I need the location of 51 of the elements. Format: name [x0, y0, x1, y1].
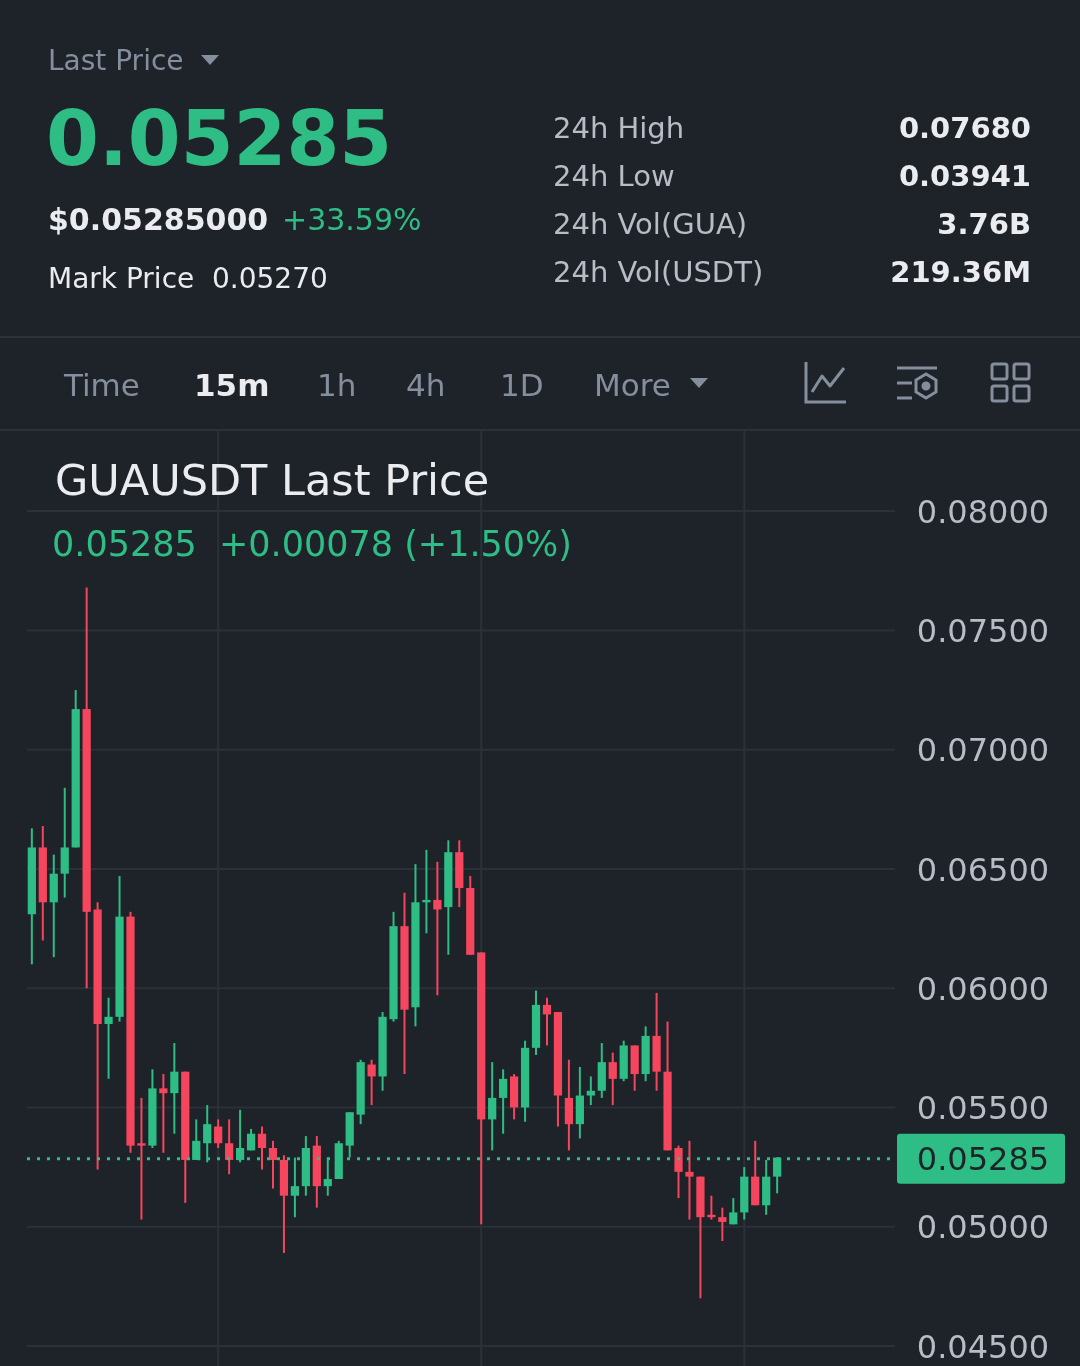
y-tick-label: 0.06000 — [916, 969, 1050, 1008]
candlestick — [104, 996, 113, 1080]
text: 1h — [317, 367, 357, 403]
candlestick — [257, 1125, 267, 1171]
text: 0.05285 — [46, 94, 393, 183]
text: 219.36M — [890, 255, 1031, 289]
candlestick — [159, 1073, 168, 1154]
text: 4h — [406, 367, 446, 403]
candlestick — [608, 1051, 617, 1107]
candlestick — [499, 1068, 508, 1135]
text: 24h Vol(USDT) — [553, 255, 764, 289]
y-tick-label: 0.05500 — [916, 1089, 1050, 1128]
y-tick-label: 0.04500 — [916, 1327, 1050, 1366]
text: Last Price — [48, 44, 184, 77]
text: 0.05285 +0.00078 (+1.50%) — [52, 524, 572, 564]
candlestick — [422, 848, 431, 935]
text: 3.76B — [937, 207, 1031, 241]
candlestick — [225, 1118, 234, 1176]
text: 24h High — [553, 111, 685, 145]
candlestick — [268, 1139, 278, 1190]
text: 0.05270 — [212, 262, 328, 295]
candlestick — [729, 1197, 738, 1226]
y-tick-label: 0.05000 — [916, 1208, 1050, 1247]
y-tick-label: 0.08000 — [916, 492, 1050, 531]
candlestick — [542, 996, 552, 1047]
text: 15m — [194, 367, 270, 403]
ref-line-label: 0.05285 — [916, 1139, 1050, 1178]
text: 1D — [500, 367, 544, 403]
y-tick-label: 0.07000 — [916, 731, 1050, 770]
text: 0.03941 — [898, 159, 1031, 193]
candlestick — [367, 1058, 376, 1107]
candlestick — [488, 1061, 497, 1152]
text: Time — [63, 367, 140, 403]
candlestick — [214, 1118, 223, 1150]
y-tick-label: 0.06500 — [916, 850, 1050, 889]
text: Mark Price — [48, 262, 195, 295]
candlestick — [685, 1139, 694, 1221]
candlestick — [137, 1096, 146, 1221]
text: 0.07680 — [898, 111, 1031, 145]
candlestick — [433, 860, 442, 997]
candlestick — [170, 1042, 179, 1135]
text: More — [594, 367, 671, 403]
text: +33.59% — [282, 202, 422, 237]
candlestick — [586, 1075, 595, 1107]
text: GUAUSDT Last Price — [55, 455, 490, 505]
y-tick-label: 0.07500 — [916, 612, 1050, 651]
text: $0.05285000 — [48, 202, 269, 237]
candlestick — [674, 1144, 683, 1200]
text: 24h Low — [553, 159, 675, 193]
text: 24h Vol(GUA) — [553, 207, 748, 241]
candlestick — [718, 1206, 727, 1243]
